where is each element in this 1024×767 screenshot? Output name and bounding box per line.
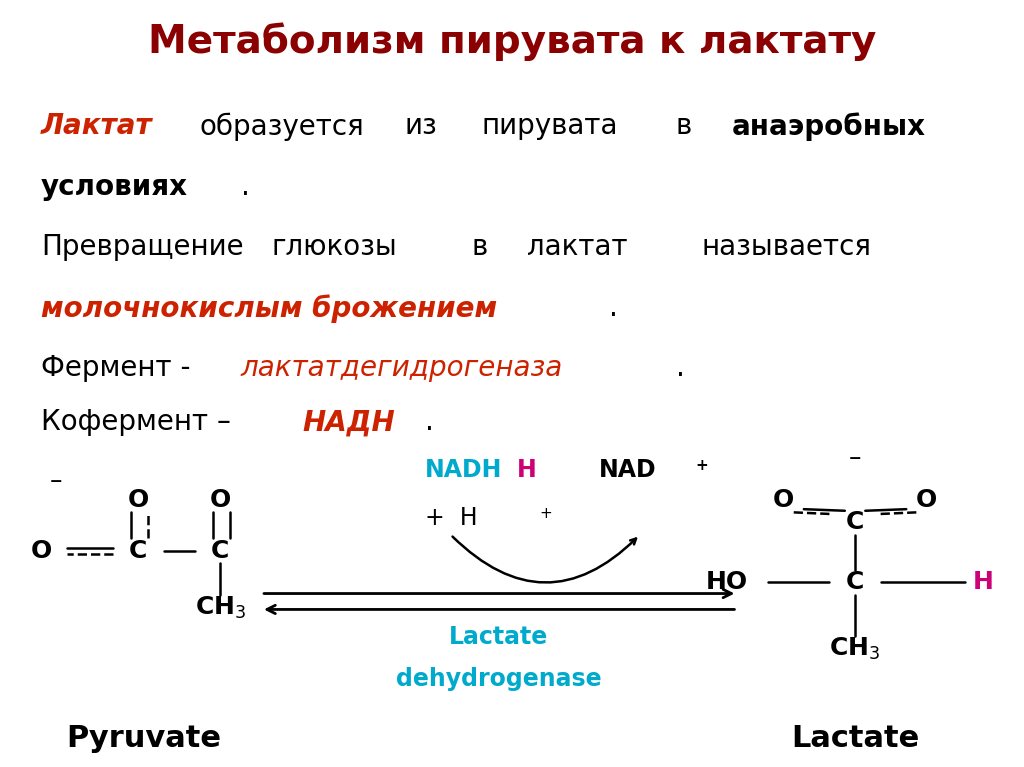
Text: O: O — [128, 488, 148, 512]
Text: Фермент -: Фермент - — [41, 354, 200, 383]
Text: NAD: NAD — [599, 458, 656, 482]
Text: Превращение: Превращение — [41, 233, 244, 262]
Text: в: в — [676, 112, 692, 140]
Text: лактат: лактат — [527, 233, 628, 262]
Text: Кофермент –: Кофермент – — [41, 408, 240, 436]
Text: НАДН: НАДН — [302, 408, 395, 436]
Text: глюкозы: глюкозы — [271, 233, 397, 262]
Text: Лактат: Лактат — [41, 112, 153, 140]
Text: H: H — [517, 458, 537, 482]
Text: Pyruvate: Pyruvate — [66, 724, 221, 753]
Text: +  H: + H — [425, 506, 477, 530]
Text: –: – — [849, 446, 861, 470]
Text: C: C — [129, 538, 147, 562]
Text: условиях: условиях — [41, 173, 188, 201]
Text: O: O — [773, 488, 794, 512]
Text: C: C — [846, 571, 864, 594]
Text: из: из — [404, 112, 437, 140]
Text: CH$_3$: CH$_3$ — [829, 636, 881, 663]
Text: C: C — [846, 510, 864, 534]
Text: Lactate: Lactate — [791, 724, 920, 753]
Text: .: . — [609, 294, 618, 322]
Text: Lactate: Lactate — [450, 625, 548, 650]
Text: в: в — [471, 233, 487, 262]
Text: .: . — [676, 354, 685, 383]
Text: .: . — [425, 408, 434, 436]
Text: HO: HO — [706, 571, 749, 594]
Text: C: C — [211, 538, 229, 562]
Text: +: + — [540, 506, 552, 521]
Text: CH$_3$: CH$_3$ — [195, 594, 246, 621]
Text: +: + — [695, 458, 708, 473]
Text: пирувата: пирувата — [481, 112, 617, 140]
Text: молочнокислым брожением: молочнокислым брожением — [41, 294, 497, 322]
Text: O: O — [31, 538, 51, 562]
Text: лактатдегидрогеназа: лактатдегидрогеназа — [241, 354, 563, 383]
Text: анаэробных: анаэробных — [732, 112, 926, 141]
Text: образуется: образуется — [200, 112, 365, 140]
Text: H: H — [973, 571, 993, 594]
Text: NADH: NADH — [425, 458, 503, 482]
Text: dehydrogenase: dehydrogenase — [396, 667, 601, 691]
Text: Метаболизм пирувата к лактату: Метаболизм пирувата к лактату — [147, 22, 877, 61]
Text: O: O — [210, 488, 230, 512]
Text: называется: называется — [701, 233, 871, 262]
Text: O: O — [916, 488, 937, 512]
Text: –: – — [50, 469, 62, 492]
Text: .: . — [241, 173, 250, 201]
